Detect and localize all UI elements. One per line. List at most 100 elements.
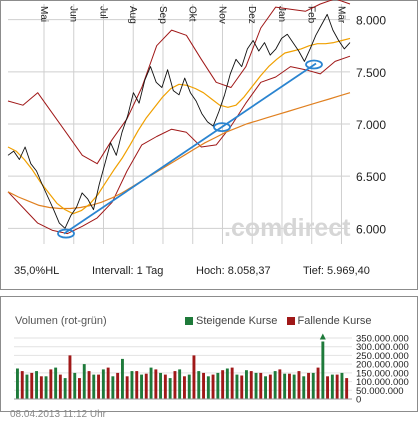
volume-bar-falling — [192, 355, 196, 399]
volume-bar-falling — [68, 355, 72, 399]
volume-bar-rising — [140, 374, 143, 399]
volume-bar-rising — [73, 372, 77, 399]
volume-bar-falling — [249, 371, 253, 399]
volume-ytick-label: 250.000.000 — [356, 351, 409, 362]
volume-bar-falling — [259, 372, 263, 399]
volume-bar-rising — [330, 374, 334, 399]
volume-bar-rising — [264, 376, 267, 399]
volume-bar-falling — [144, 373, 148, 399]
volume-bar-rising — [82, 364, 86, 399]
ma-short-line — [7, 37, 351, 215]
volume-peak-marker-icon — [319, 333, 326, 340]
price-month-label: Dez — [246, 6, 257, 24]
volume-bar-rising — [216, 372, 220, 399]
hl-label: 35,0%HL — [14, 265, 60, 277]
volume-bar-falling — [173, 371, 177, 399]
volume-bar-falling — [116, 372, 120, 399]
volume-bar-falling — [335, 374, 339, 399]
volume-bar-rising — [273, 371, 277, 399]
volume-bar-rising — [254, 372, 258, 399]
trend-touch-marker — [213, 122, 231, 133]
volume-bar-rising — [111, 376, 115, 399]
volume-bar-rising — [54, 367, 58, 399]
volume-bar-rising — [25, 374, 29, 399]
price-month-label: Mär — [335, 6, 346, 24]
trend-touch-marker — [305, 59, 323, 70]
low-value: Tief: 5.969,40 — [303, 265, 370, 277]
legend-rising: Steigende Kurse — [196, 315, 278, 327]
trend-touch-marker — [57, 228, 75, 239]
volume-bar-falling — [163, 374, 167, 399]
volume-ytick-label: 150.000.000 — [356, 368, 409, 379]
volume-ytick-label: 300.000.000 — [356, 342, 409, 353]
rising-swatch-icon — [185, 317, 193, 325]
volume-bar-rising — [35, 371, 38, 399]
volume-bar-falling — [30, 372, 34, 399]
price-month-label: Aug — [127, 6, 138, 24]
volume-bar-falling — [211, 374, 215, 399]
volume-bar-falling — [78, 378, 81, 399]
volume-bar-rising — [44, 376, 48, 399]
price-month-label: Feb — [306, 6, 317, 24]
legend-falling: Fallende Kurse — [297, 315, 372, 327]
volume-bar-falling — [106, 367, 110, 399]
volume-bar-rising — [178, 369, 182, 399]
volume-bar-rising — [225, 368, 229, 399]
volume-bar-rising — [168, 378, 172, 399]
price-info-bar: 35,0%HL Intervall: 1 Tag Hoch: 8.058,37 … — [0, 262, 416, 282]
volume-bar-rising — [149, 367, 153, 399]
volume-bar-falling — [58, 374, 62, 399]
volume-bar-falling — [97, 374, 100, 399]
price-month-label: Nov — [216, 6, 227, 24]
volume-bar-rising — [130, 371, 134, 399]
volume-ytick-label: 200.000.000 — [356, 360, 409, 371]
timestamp: 08.04.2013 11:12 Uhr — [10, 409, 107, 420]
volume-bar-falling — [125, 376, 129, 399]
volume-bar-falling — [307, 372, 310, 399]
volume-ytick-label: 0 — [356, 395, 361, 406]
price-month-label: Okt — [187, 6, 198, 22]
volume-bar-rising — [340, 372, 344, 399]
price-month-label: Mai — [38, 6, 49, 22]
volume-bar-rising — [311, 372, 315, 399]
volume-bar-falling — [154, 369, 158, 399]
volume-bar-rising — [283, 373, 287, 399]
volume-bar-falling — [326, 376, 329, 399]
volume-bar-falling — [87, 371, 91, 399]
volume-title: Volumen (rot-grün) — [15, 315, 107, 327]
price-chart: 8.000 7.500 7.000 6.500 6.000 Mai Jun Jul Aug Sep… — [7, 0, 386, 244]
volume-bar-rising — [235, 374, 239, 399]
volume-bar-rising — [159, 372, 162, 399]
price-ytick-label: 8.000 — [356, 14, 386, 28]
volume-bar-falling — [268, 374, 272, 399]
volume-bar-rising — [187, 374, 191, 399]
trendline — [63, 62, 317, 235]
volume-bar-falling — [345, 378, 349, 399]
price-month-label: Jun — [68, 6, 79, 22]
volume-bar-rising — [302, 376, 306, 399]
watermark-logo: .comdirect — [224, 214, 351, 242]
volume-bar-falling — [288, 373, 291, 399]
price-ytick-label: 6.000 — [356, 222, 386, 236]
volume-bar-rising — [245, 370, 248, 399]
volume-bar-falling — [316, 367, 320, 399]
falling-swatch-icon — [286, 317, 295, 325]
price-month-label: Sep — [157, 6, 168, 24]
volume-bar-falling — [39, 376, 43, 399]
volume-bar-falling — [49, 369, 53, 399]
volume-bar-rising — [101, 369, 105, 399]
volume-bar-rising — [292, 374, 296, 399]
price-month-label: Jan — [276, 6, 287, 22]
volume-bar-rising — [63, 378, 67, 399]
bollinger-lower-line — [7, 55, 351, 235]
volume-bar-rising — [206, 376, 210, 399]
price-ytick-label: 7.500 — [356, 66, 386, 80]
price-ytick-label: 6.500 — [356, 170, 386, 184]
volume-bar-falling — [278, 369, 282, 399]
price-series-line — [7, 13, 351, 229]
volume-ytick-label: 50.000.000 — [356, 386, 404, 397]
volume-bar-falling — [202, 372, 205, 399]
interval-label: Intervall: 1 Tag — [92, 265, 164, 277]
ma-long-line — [7, 92, 351, 210]
